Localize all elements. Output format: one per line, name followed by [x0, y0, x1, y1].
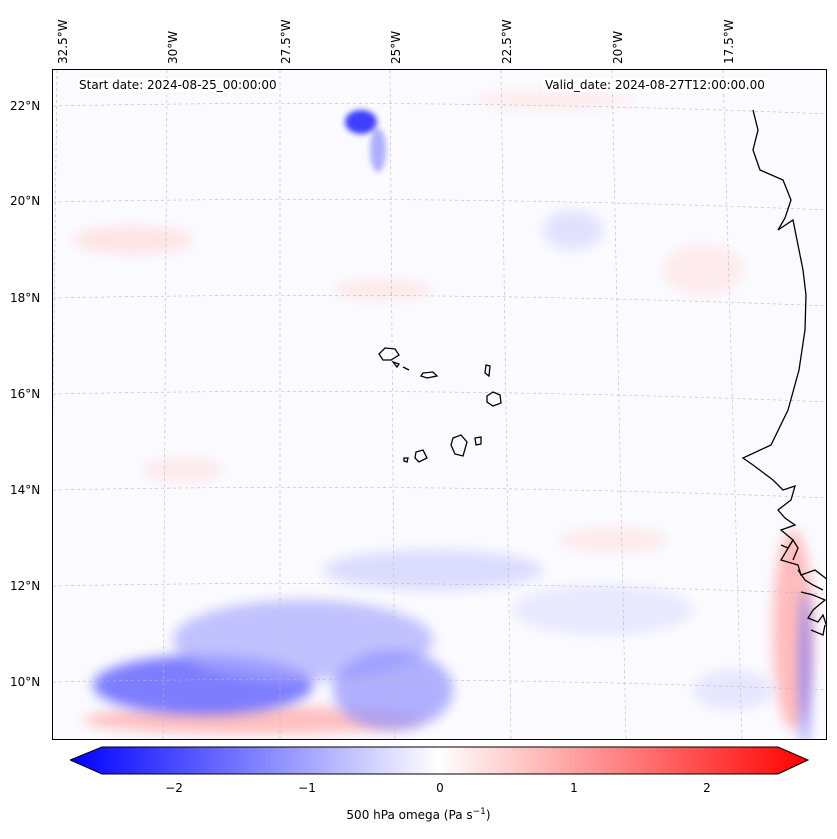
lat-label-22n: 22°N — [10, 99, 41, 113]
colorbar-gradient — [68, 746, 810, 775]
lon-label-27-5w: 27.5°W — [279, 19, 293, 64]
colorbar-label-text: 500 hPa omega (Pa s — [346, 808, 473, 822]
lat-label-10n: 10°N — [10, 675, 41, 689]
colorbar-label-exponent: −1 — [472, 807, 486, 817]
lon-label-17-5w: 17.5°W — [722, 19, 736, 64]
colorbar-tick-0: 0 — [436, 781, 444, 795]
lon-label-30w: 30°W — [166, 30, 180, 64]
colorbar-label: 500 hPa omega (Pa s−1) — [0, 807, 837, 822]
lat-label-18n: 18°N — [10, 291, 41, 305]
colorbar-tick-1: 1 — [570, 781, 578, 795]
lon-label-22-5w: 22.5°W — [500, 19, 514, 64]
lon-label-32-5w: 32.5°W — [56, 19, 70, 64]
strong-ascent-cell — [345, 110, 386, 172]
omega-field-map — [53, 70, 826, 739]
colorbar-label-close: ) — [485, 808, 491, 822]
colorbar-tick-2: 2 — [703, 781, 711, 795]
lat-label-12n: 12°N — [10, 579, 41, 593]
graticule — [53, 70, 826, 739]
colorbar-tick-minus-2: −2 — [165, 781, 183, 795]
valid-date-label: Valid_date: 2024-08-27T12:00:00.00 — [543, 78, 767, 92]
lon-label-25w: 25°W — [389, 30, 403, 64]
colorbar-tick-minus-1: −1 — [298, 781, 316, 795]
negative-omega-patches — [93, 210, 810, 739]
colorbar — [68, 746, 810, 776]
map-panel[interactable] — [52, 69, 827, 740]
lon-label-20w: 20°W — [611, 30, 625, 64]
start-date-label: Start date: 2024-08-25_00:00:00 — [77, 78, 279, 92]
lat-label-14n: 14°N — [10, 483, 41, 497]
coastline — [378, 109, 826, 636]
lat-label-16n: 16°N — [10, 387, 41, 401]
lat-label-20n: 20°N — [10, 194, 41, 208]
